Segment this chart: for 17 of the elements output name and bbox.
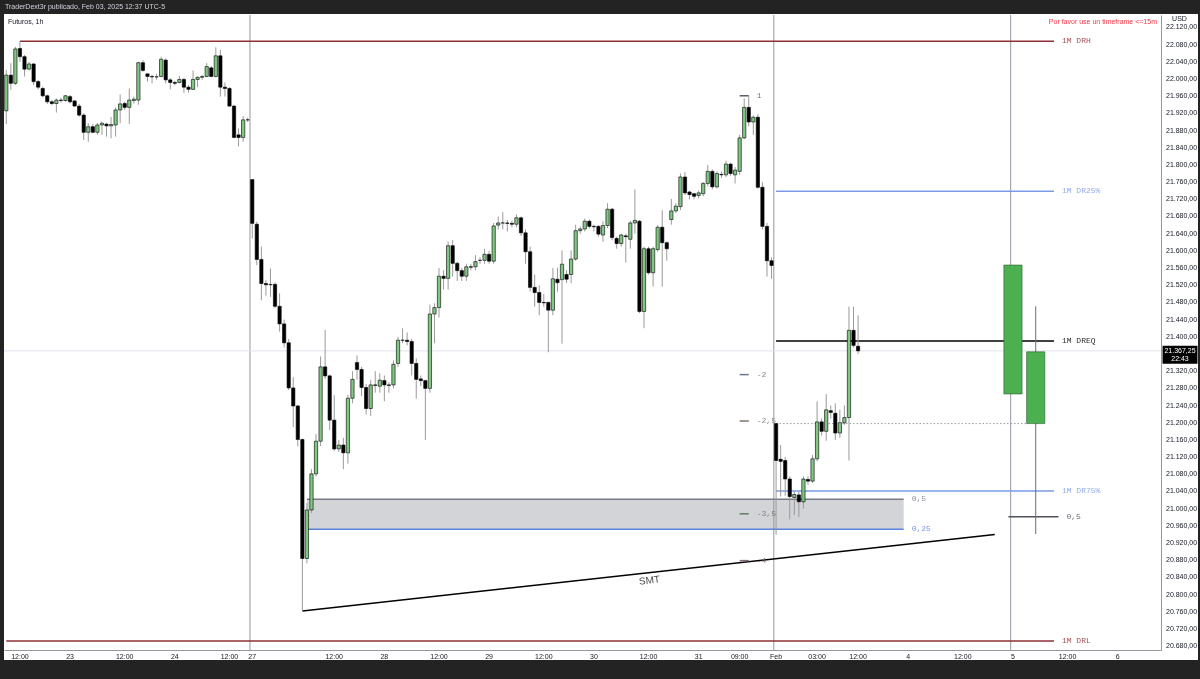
series-label: 0,5 (911, 494, 927, 504)
series-label: 1M DRL (1061, 635, 1091, 645)
text: SMT (638, 573, 661, 587)
series-label: -3,5 (756, 508, 777, 518)
series-label: 1M DRH (1061, 36, 1091, 46)
series-label: -2 (756, 369, 767, 379)
candlestick (669, 198, 674, 226)
candlestick (31, 62, 36, 86)
series-label: 1M DREQ (1061, 336, 1096, 346)
series-label: 1M DR25% (1061, 186, 1101, 196)
series-label: 1 (756, 90, 762, 100)
series-label: 1M DR75% (1061, 486, 1101, 496)
series-label: 0,25 (911, 524, 932, 534)
series-label: 0,5 (1066, 511, 1082, 521)
candlestick (113, 106, 118, 138)
candlestick (382, 374, 387, 402)
series-label: -2,5 (756, 416, 777, 425)
